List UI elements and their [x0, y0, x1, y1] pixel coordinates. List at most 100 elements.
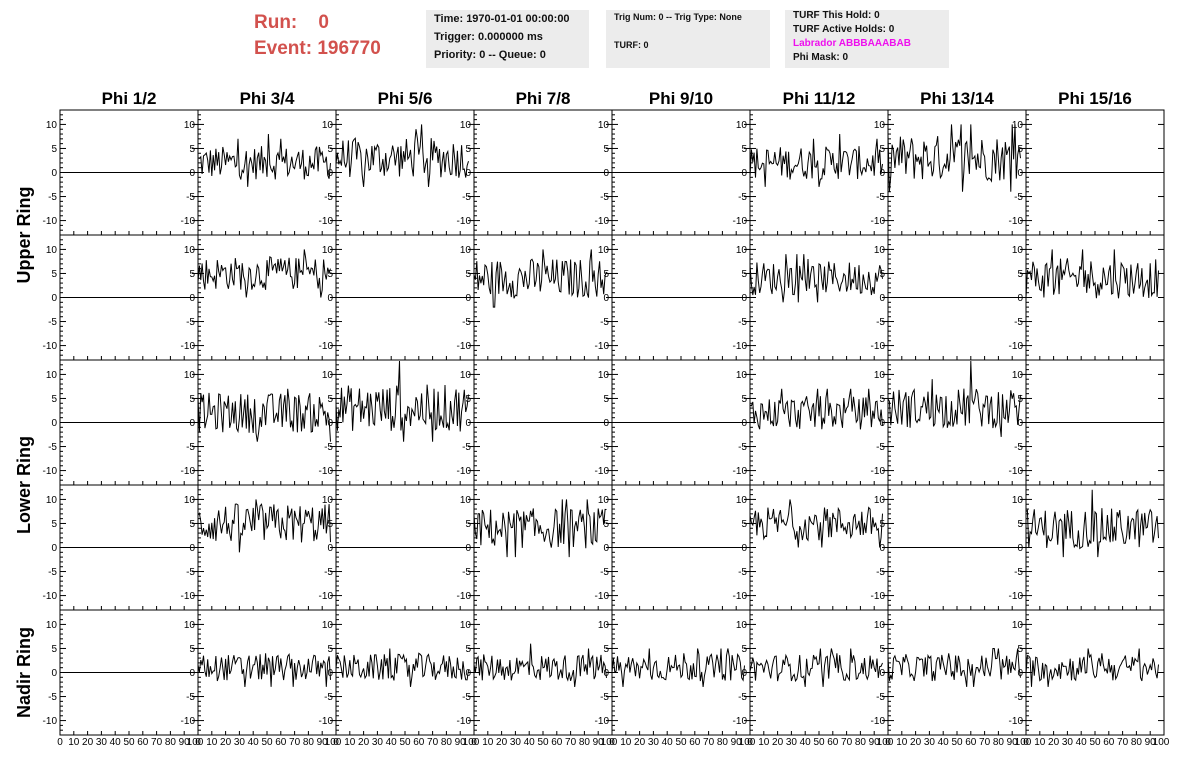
y-tick-label: 5 [51, 269, 57, 280]
x-tick-label: 0 [333, 737, 339, 748]
x-tick-label: 10 [896, 737, 908, 748]
y-tick-label: -5 [462, 192, 471, 203]
y-tick-label: -10 [871, 216, 886, 227]
x-tick-label: 100 [1153, 737, 1170, 748]
y-tick-label: 10 [598, 370, 610, 381]
waveform-trace [749, 499, 883, 548]
panel-frame [335, 109, 475, 236]
y-tick-label: -10 [457, 216, 472, 227]
x-tick-label: 40 [662, 737, 674, 748]
y-tick-label: -5 [48, 192, 57, 203]
x-tick-label: 90 [593, 737, 605, 748]
y-tick-label: -5 [462, 567, 471, 578]
y-tick-label: 5 [51, 144, 57, 155]
x-tick-label: 50 [1089, 737, 1101, 748]
x-tick-label: 20 [910, 737, 922, 748]
y-tick-label: 10 [460, 120, 472, 131]
x-tick-label: 40 [1076, 737, 1088, 748]
y-tick-label: 0 [51, 668, 57, 679]
y-tick-label: -5 [324, 692, 333, 703]
y-tick-label: 10 [460, 620, 472, 631]
column-title-2: Phi 3/4 [240, 89, 295, 108]
y-tick-label: 0 [741, 168, 747, 179]
x-tick-label: 60 [137, 737, 149, 748]
y-tick-label: -5 [186, 317, 195, 328]
y-tick-label: 10 [736, 120, 748, 131]
y-tick-label: -5 [1014, 567, 1023, 578]
panel-frame [611, 609, 751, 736]
y-tick-label: 5 [1017, 519, 1023, 530]
y-tick-label: -5 [876, 567, 885, 578]
y-tick-label: 0 [1017, 168, 1023, 179]
y-tick-label: -10 [733, 216, 748, 227]
y-tick-label: -5 [600, 692, 609, 703]
panel-frame [335, 609, 475, 736]
y-tick-label: -5 [600, 567, 609, 578]
y-tick-label: 0 [51, 543, 57, 554]
x-tick-label: 70 [703, 737, 715, 748]
x-tick-label: 40 [248, 737, 260, 748]
x-tick-label: 60 [275, 737, 287, 748]
x-tick-label: 90 [455, 737, 467, 748]
x-tick-label: 80 [165, 737, 177, 748]
y-tick-label: -10 [457, 466, 472, 477]
y-tick-label: 0 [327, 543, 333, 554]
x-tick-label: 70 [979, 737, 991, 748]
y-tick-label: 0 [603, 668, 609, 679]
y-tick-label: -10 [871, 466, 886, 477]
waveform-trace [197, 388, 331, 442]
y-tick-label: -10 [319, 716, 334, 727]
y-tick-label: 0 [741, 418, 747, 429]
y-tick-label: 0 [1017, 418, 1023, 429]
x-tick-label: 30 [96, 737, 108, 748]
column-title-7: Phi 13/14 [920, 89, 994, 108]
x-tick-label: 30 [786, 737, 798, 748]
waveform-trace [473, 249, 607, 308]
x-tick-label: 80 [717, 737, 729, 748]
turf-this-hold-line: TURF This Hold: 0 [793, 10, 880, 21]
column-title-1: Phi 1/2 [102, 89, 157, 108]
y-tick-label: 0 [741, 668, 747, 679]
waveform-trace [749, 388, 883, 430]
y-tick-label: 5 [327, 519, 333, 530]
x-tick-label: 80 [303, 737, 315, 748]
x-tick-label: 50 [261, 737, 273, 748]
y-tick-label: 0 [189, 418, 195, 429]
x-tick-label: 10 [620, 737, 632, 748]
y-tick-label: -5 [186, 692, 195, 703]
y-tick-label: 0 [465, 543, 471, 554]
x-tick-label: 30 [510, 737, 522, 748]
x-tick-label: 30 [1062, 737, 1074, 748]
x-tick-label: 100 [877, 737, 894, 748]
waveform-trace [749, 648, 883, 687]
row-title-2: Nadir Ring [14, 627, 34, 718]
x-tick-label: 30 [372, 737, 384, 748]
x-tick-label: 50 [537, 737, 549, 748]
x-tick-label: 50 [675, 737, 687, 748]
y-tick-label: 10 [874, 620, 886, 631]
waveform-trace [335, 124, 469, 187]
y-tick-label: 5 [603, 644, 609, 655]
y-tick-label: 10 [322, 245, 334, 256]
y-tick-label: -10 [457, 716, 472, 727]
y-tick-label: -10 [595, 466, 610, 477]
y-tick-label: 0 [1017, 668, 1023, 679]
y-tick-label: -10 [319, 216, 334, 227]
y-tick-label: 0 [1017, 293, 1023, 304]
y-tick-label: 5 [879, 644, 885, 655]
column-title-5: Phi 9/10 [649, 89, 713, 108]
y-tick-label: 0 [189, 668, 195, 679]
x-tick-label: 20 [496, 737, 508, 748]
y-tick-label: 10 [736, 370, 748, 381]
y-tick-label: -10 [181, 341, 196, 352]
x-tick-label: 40 [524, 737, 536, 748]
y-tick-label: -5 [876, 442, 885, 453]
y-tick-label: -5 [462, 692, 471, 703]
y-tick-label: -10 [733, 341, 748, 352]
y-tick-label: 0 [879, 668, 885, 679]
y-tick-label: 0 [327, 168, 333, 179]
y-tick-label: -5 [1014, 317, 1023, 328]
column-title-8: Phi 15/16 [1058, 89, 1132, 108]
x-tick-label: 100 [601, 737, 618, 748]
x-tick-label: 80 [993, 737, 1005, 748]
